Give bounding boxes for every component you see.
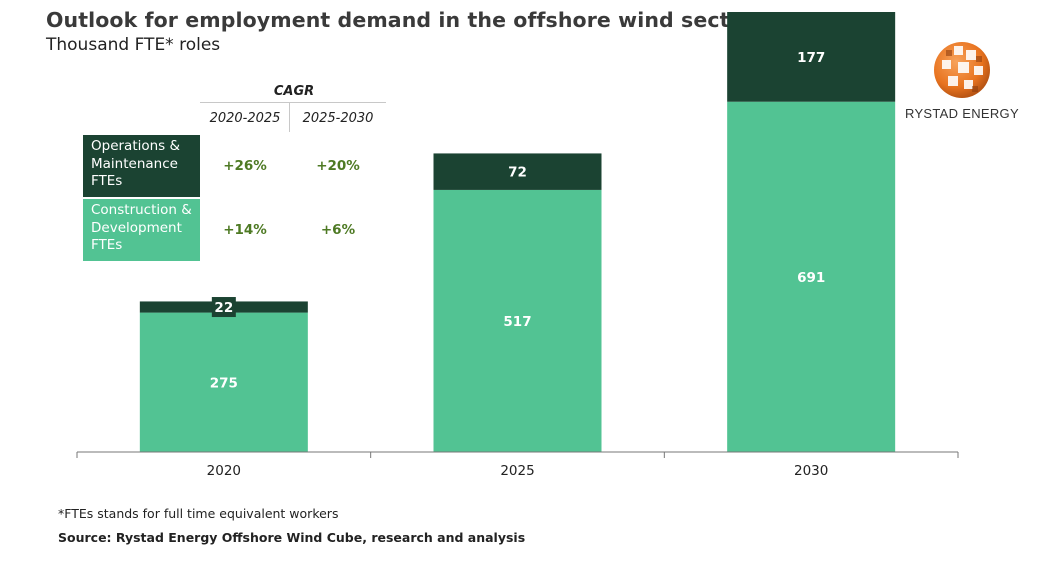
data-label-construction-2025: 517 [503, 314, 531, 330]
cagr-cd-2025-2030: +6% [320, 222, 356, 238]
cagr-period-2: 2025-2030 [302, 111, 374, 126]
cagr-header: CAGR [273, 84, 315, 99]
bar-construction-2030 [727, 101, 896, 452]
bar-operations-2025 [433, 153, 602, 190]
x-tick-label-2025: 2025 [500, 463, 534, 479]
data-label-construction-2030: 691 [797, 270, 825, 286]
legend-cd-line-1: Construction & [91, 202, 192, 218]
cagr-period-1: 2020-2025 [209, 111, 281, 126]
data-label-construction-2020: 275 [210, 375, 238, 391]
cagr-om-2025-2030: +20% [316, 158, 360, 174]
rystad-globe-icon [934, 42, 990, 98]
data-label-operations-2030: 177 [797, 50, 825, 66]
bar-operations-2030 [727, 12, 896, 102]
legend-cd-line-3: FTEs [91, 237, 123, 253]
data-label-operations-2020: 22 [214, 300, 233, 316]
legend-cd-line-2: Development [91, 219, 182, 236]
legend-om-line-2: Maintenance [91, 155, 178, 172]
bar-construction-2020 [139, 312, 308, 452]
legend-om-line-3: FTEs [91, 173, 123, 189]
legend-operations-maintenance: Operations & Maintenance FTEs [83, 135, 200, 197]
cagr-divider [200, 102, 386, 103]
company-logo: RYSTAD ENERGY [905, 40, 1019, 130]
legend-construction-development: Construction & Development FTEs [83, 199, 200, 261]
bar-construction-2025 [433, 189, 602, 452]
data-label-bg-2020 [211, 297, 236, 318]
data-label-operations-2025: 72 [508, 165, 527, 181]
cagr-om-2020-2025: +26% [223, 158, 267, 174]
legend-om-line-1: Operations & [91, 138, 181, 154]
x-tick-label-2030: 2030 [794, 463, 828, 479]
source-note: Source: Rystad Energy Offshore Wind Cube… [58, 530, 526, 545]
chart-title: Outlook for employment demand in the off… [46, 8, 754, 32]
footnote: *FTEs stands for full time equivalent wo… [58, 506, 339, 521]
cagr-cd-2020-2025: +14% [223, 222, 267, 238]
logo-text: RYSTAD ENERGY [905, 106, 1019, 121]
chart-subtitle: Thousand FTE* roles [46, 35, 221, 55]
cagr-column-divider [289, 103, 290, 132]
x-tick-label-2020: 2020 [207, 463, 241, 479]
